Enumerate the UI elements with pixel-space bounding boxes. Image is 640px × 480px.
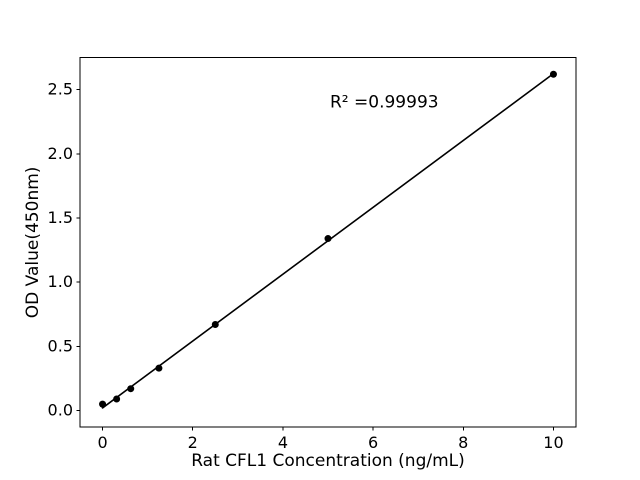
y-tick-label: 1.0 (48, 272, 73, 291)
y-axis-label: OD Value(450nm) (23, 167, 43, 319)
r-squared-annotation: R² =0.99993 (330, 93, 439, 113)
plot-series (99, 70, 557, 409)
x-tick-label: 10 (543, 433, 563, 452)
y-tick-label: 2.5 (48, 80, 73, 99)
x-axis-label: Rat CFL1 Concentration (ng/mL) (191, 451, 465, 471)
y-tick-label: 2.0 (48, 144, 73, 163)
y-tick-label: 0.0 (48, 401, 73, 420)
y-tick-label: 1.5 (48, 208, 73, 227)
x-axis-ticks: 0 2 4 6 8 10 (97, 427, 564, 452)
data-point (127, 385, 135, 393)
x-tick-label: 8 (458, 433, 468, 452)
data-point (549, 70, 557, 78)
x-tick-label: 2 (188, 433, 198, 452)
data-point (113, 395, 121, 403)
y-axis-ticks: 0.0 0.5 1.0 1.5 2.0 2.5 (48, 80, 80, 420)
x-tick-label: 6 (368, 433, 378, 452)
data-point (99, 400, 107, 408)
data-point (211, 321, 219, 329)
x-tick-label: 0 (97, 433, 107, 452)
data-point (155, 364, 163, 372)
data-point (324, 235, 332, 243)
x-tick-label: 4 (278, 433, 288, 452)
axes-frame (79, 57, 577, 428)
y-tick-label: 0.5 (48, 336, 73, 355)
